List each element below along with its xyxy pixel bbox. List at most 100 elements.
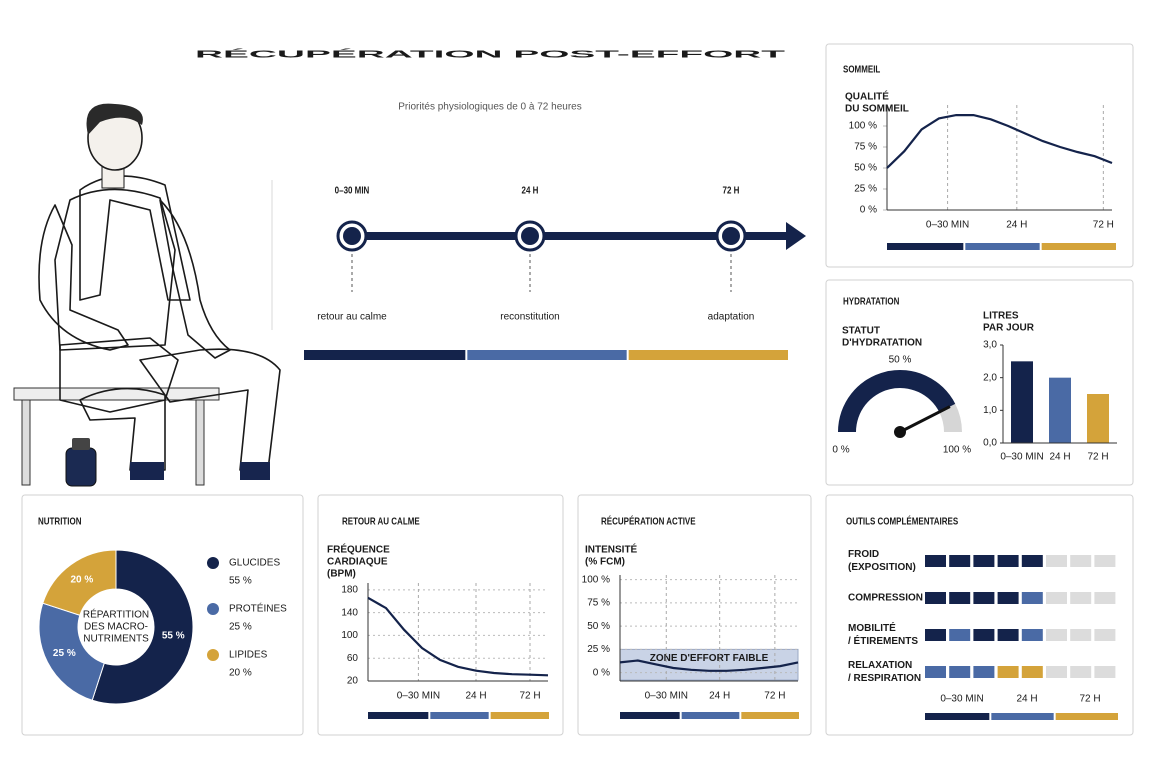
y-tick-label: 100 (341, 630, 358, 641)
x-tick-label: 24 H (1006, 220, 1027, 231)
y-tick-label: 100 % (582, 574, 610, 585)
segment (949, 592, 971, 604)
segment-empty (1046, 592, 1067, 604)
slice-label: 20 % (71, 575, 94, 586)
phase-bar (1055, 713, 1118, 720)
slice-label: 25 % (53, 648, 76, 659)
donut-slice (91, 549, 194, 705)
slice-label: 55 % (162, 631, 185, 642)
segment (973, 629, 995, 641)
y-tick-label: 0 % (860, 205, 877, 216)
x-tick-label: 72 H (1079, 694, 1100, 705)
y-tick-label: 180 (341, 584, 358, 595)
gauge-needle (899, 405, 951, 434)
phase-bar (368, 712, 429, 719)
y-tick-label: 2,0 (983, 372, 997, 383)
y-axis-label: LITRES (983, 311, 1019, 322)
timeline-stage: 72 H (723, 185, 740, 196)
x-tick-label: 72 H (1087, 452, 1108, 463)
legend-marker (207, 557, 219, 569)
row-label: COMPRESSION (848, 593, 923, 604)
segment-empty (1070, 592, 1092, 604)
line-series (886, 114, 1113, 169)
x-tick-label: 24 H (1049, 452, 1070, 463)
y-tick-label: 20 (347, 676, 359, 687)
bench-leg (195, 399, 205, 486)
segment (1021, 555, 1043, 567)
y-tick-label: 100 % (849, 121, 877, 132)
panel-sommeil (825, 43, 1134, 268)
y-tick-label: 25 % (587, 644, 610, 655)
gauge-tick-label: 50 % (889, 355, 912, 366)
timeline-dot-inner (722, 227, 740, 245)
towel (79, 175, 191, 301)
y-axis-label: FRÉQUENCE (327, 543, 390, 556)
segment-empty (1046, 629, 1067, 641)
segment-empty (1070, 629, 1092, 641)
bottle (65, 447, 97, 487)
x-tick-label: 0–30 MIN (926, 220, 969, 231)
bar (1011, 361, 1033, 443)
timeline-stage: 0–30 MIN (335, 185, 370, 196)
sock (130, 462, 164, 480)
arm (38, 204, 129, 351)
row-label: / ÉTIREMENTS (848, 634, 918, 647)
phase-bar (628, 350, 788, 360)
main-title: RÉCUPÉRATION POST-EFFORT (195, 48, 785, 61)
phase-bar (965, 243, 1040, 250)
x-tick-label: 24 H (1016, 694, 1037, 705)
phase-bar (620, 712, 680, 719)
bench-leg (21, 399, 31, 486)
y-axis-label: CARDIAQUE (327, 557, 388, 568)
gauge-tick-label: 0 % (832, 445, 849, 456)
y-tick-label: 60 (347, 653, 359, 664)
segment (925, 592, 946, 604)
donut-center-label: DES MACRO- (84, 622, 148, 633)
bottle-cap (72, 438, 90, 450)
y-tick-label: 0 % (593, 667, 610, 678)
band (619, 648, 799, 681)
y-tick-label: 50 % (854, 163, 877, 174)
segment (1021, 629, 1043, 641)
subtitle: Priorités physiologiques de 0 à 72 heure… (398, 102, 581, 113)
line-series (619, 659, 799, 672)
x-tick-label: 0–30 MIN (1000, 452, 1043, 463)
y-tick-label: 75 % (587, 598, 610, 609)
segment (973, 666, 995, 678)
bar (1049, 377, 1071, 443)
x-tick-label: 24 H (465, 691, 486, 702)
segment-empty (1094, 666, 1116, 678)
phase-bar (430, 712, 489, 719)
segment-empty (1046, 555, 1067, 567)
y-tick-label: 140 (341, 607, 358, 618)
segment (997, 592, 1019, 604)
panel-title-group: RETOUR AU CALME (342, 516, 420, 527)
timeline-stage-group: 24 H (522, 185, 539, 196)
timeline-caption: reconstitution (500, 312, 559, 323)
panel-title-group: OUTILS COMPLÉMENTAIRES (846, 516, 958, 527)
row-label: FROID (848, 549, 879, 560)
row-label: / RESPIRATION (848, 673, 921, 684)
legend-label: GLUCIDES (229, 558, 280, 569)
segment-empty (1046, 666, 1067, 678)
panel-title: SOMMEIL (843, 64, 881, 75)
phase-bar (490, 712, 549, 719)
panel-title-group: RÉCUPÉRATION ACTIVE (601, 516, 696, 527)
timeline-stage-group: 0–30 MIN (335, 185, 370, 196)
phase-bar (925, 713, 990, 720)
band-label: ZONE D'EFFORT FAIBLE (650, 653, 769, 664)
line-series (367, 596, 549, 677)
segment-empty (1070, 666, 1092, 678)
timeline-caption: retour au calme (317, 312, 387, 323)
x-tick-label: 0–30 MIN (397, 691, 440, 702)
x-tick-label: 72 H (764, 691, 785, 702)
arm (159, 199, 231, 359)
bar (1087, 394, 1109, 443)
gauge-label: STATUT (842, 326, 880, 337)
gauge-tick-label: 100 % (943, 445, 971, 456)
x-tick-label: 0–30 MIN (940, 694, 983, 705)
y-tick-label: 75 % (854, 142, 877, 153)
panel-title: RETOUR AU CALME (342, 516, 420, 527)
phase-bar (887, 243, 964, 250)
